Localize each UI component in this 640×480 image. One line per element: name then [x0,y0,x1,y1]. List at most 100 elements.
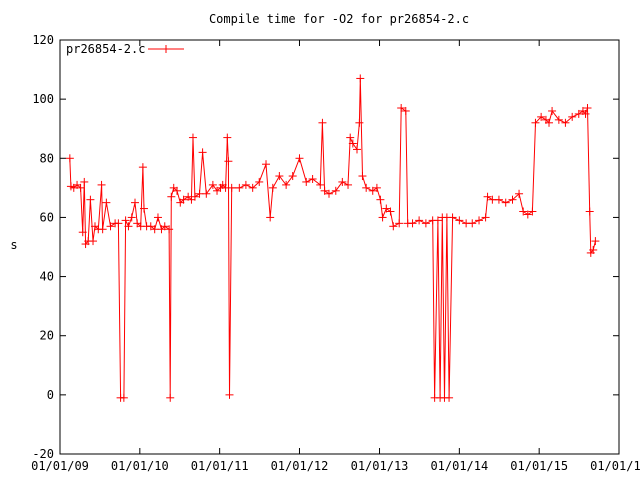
data-point [515,189,524,198]
data-point [548,106,557,115]
data-point [223,133,232,142]
data-point [346,133,355,142]
data-point [523,210,532,219]
data-point [106,222,115,231]
data-point [382,204,391,213]
data-point [89,237,98,246]
data-point [395,219,404,228]
data-point [208,180,217,189]
x-tick-label: 01/01/10 [111,459,169,473]
data-point [173,186,182,195]
data-point [455,216,464,225]
data-point [288,172,297,181]
x-tick-label: 01/01/16 [590,459,640,473]
data-point [131,198,140,207]
data-point [165,225,174,234]
legend-label: pr26854-2.c [66,42,145,56]
data-point [80,177,89,186]
data-point [202,189,211,198]
data-point [320,186,329,195]
legend: pr26854-2.c [66,42,184,56]
data-point [408,219,417,228]
data-point [119,393,128,402]
data-point [78,228,87,237]
y-tick-label: 80 [40,151,54,165]
data-point [86,195,95,204]
data-point [308,174,317,183]
data-point [591,237,600,246]
data-point [248,183,257,192]
data-point [302,177,311,186]
data-point [127,213,136,222]
data-point [355,118,364,127]
data-point [344,180,353,189]
data-point [268,183,277,192]
data-point [568,112,577,121]
y-tick-label: 0 [47,388,54,402]
data-point [98,225,107,234]
x-tick-label: 01/01/14 [430,459,488,473]
data-point [537,112,546,121]
data-point [501,198,510,207]
data-point [325,189,334,198]
series-layer [65,74,600,402]
data-point [519,207,528,216]
data-point [468,219,477,228]
data-point [581,109,590,118]
data-point [352,145,361,154]
data-point [266,213,275,222]
data-point [483,192,492,201]
data-point [255,177,264,186]
series-line [69,78,596,399]
data-point [415,216,424,225]
data-point [589,245,598,254]
x-tick-label: 01/01/11 [191,459,249,473]
legend-marker [162,45,170,53]
data-point [166,393,175,402]
data-point [531,118,540,127]
data-point [389,222,398,231]
data-point [160,222,169,231]
x-tick-label: 01/01/15 [510,459,568,473]
data-point [574,109,583,118]
plot-frame [59,39,620,455]
x-tick-label: 01/01/09 [31,459,89,473]
data-point [167,192,176,201]
data-point [448,213,457,222]
data-point [356,74,365,83]
data-point [421,219,430,228]
data-point [235,183,244,192]
y-axis-ticks: -20 0 20 40 60 80 100 120 [32,33,619,461]
y-tick-label: 120 [32,33,54,47]
data-point [198,148,207,157]
data-point [372,183,381,192]
data-point [445,393,454,402]
data-point [554,115,563,124]
data-point [102,198,111,207]
data-point [528,207,537,216]
x-tick-label: 01/01/12 [271,459,329,473]
y-tick-label: 100 [32,92,54,106]
data-point [397,104,406,113]
data-point [475,216,484,225]
y-tick-label: 40 [40,270,54,284]
data-point [338,177,347,186]
data-point [262,160,271,169]
data-point [179,195,188,204]
data-point [508,195,517,204]
data-point [295,154,304,163]
data-point [583,104,592,113]
y-tick-label: 60 [40,210,54,224]
data-point [225,390,234,399]
data-point [124,222,133,231]
data-point [386,207,395,216]
data-point [190,192,199,201]
data-point [150,225,159,234]
data-point [318,118,327,127]
data-point [378,213,387,222]
data-point [376,195,385,204]
data-point [227,183,236,192]
data-point [316,180,325,189]
data-point [195,189,204,198]
data-point [153,213,162,222]
